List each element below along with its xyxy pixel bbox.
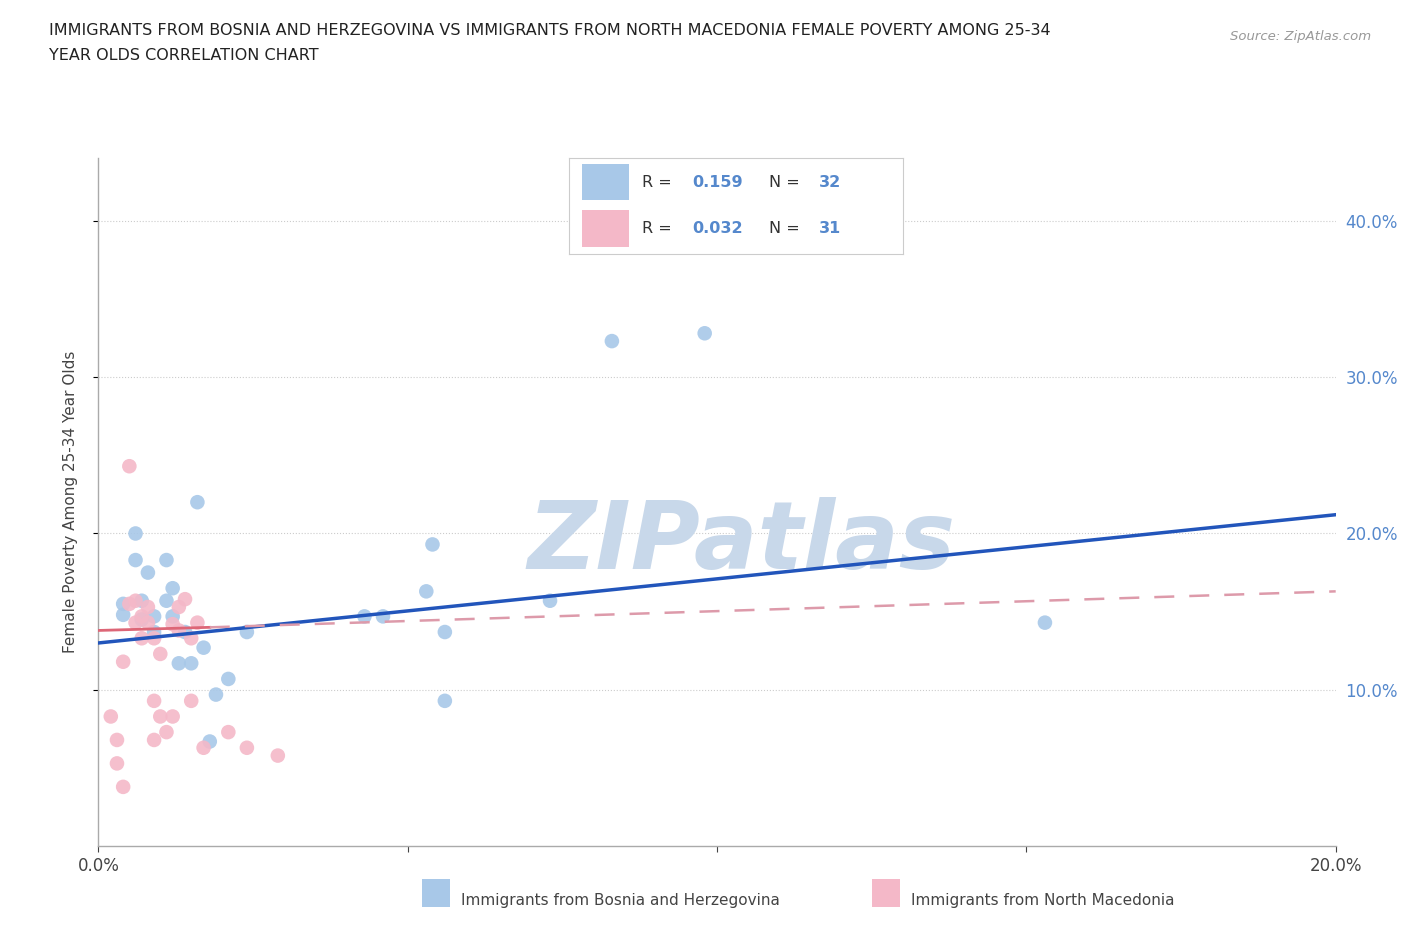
Point (112, 779, 135, 794)
Y-axis label: Female Poverty Among 25-34 Year Olds: Female Poverty Among 25-34 Year Olds (63, 351, 77, 654)
Point (205, 687, 228, 702)
Text: Immigrants from North Macedonia: Immigrants from North Macedonia (911, 893, 1174, 908)
Text: N =: N = (769, 221, 804, 236)
Point (143, 733, 166, 748)
Point (100, 709, 122, 724)
Point (124, 552, 146, 567)
Point (198, 734, 221, 749)
Text: 0.032: 0.032 (692, 221, 742, 236)
Point (186, 495, 208, 510)
Point (118, 458, 141, 473)
Point (186, 616, 208, 631)
Text: YEAR OLDS CORRELATION CHART: YEAR OLDS CORRELATION CHART (49, 48, 319, 63)
Point (193, 640, 215, 655)
Point (167, 656, 190, 671)
Point (136, 600, 159, 615)
Point (422, 537, 444, 551)
Point (180, 656, 202, 671)
Point (136, 616, 159, 631)
Point (112, 607, 135, 622)
Text: ZIPatlas: ZIPatlas (527, 498, 956, 590)
Point (174, 625, 197, 640)
Point (174, 591, 197, 606)
Point (433, 694, 456, 709)
Point (131, 593, 153, 608)
Point (180, 631, 202, 645)
Point (124, 593, 146, 608)
Point (131, 612, 153, 627)
Point (149, 646, 172, 661)
Point (143, 625, 166, 640)
Point (118, 596, 141, 611)
Point (600, 334, 623, 349)
Point (112, 596, 135, 611)
Point (353, 609, 375, 624)
Point (236, 625, 259, 640)
Point (162, 617, 184, 631)
Text: Source: ZipAtlas.com: Source: ZipAtlas.com (1230, 30, 1371, 43)
Point (124, 526, 146, 541)
Point (112, 655, 135, 670)
Point (433, 625, 456, 640)
Point (267, 748, 290, 763)
Point (131, 609, 153, 624)
Point (162, 709, 184, 724)
Point (162, 580, 184, 596)
Point (155, 593, 177, 608)
Point (693, 326, 716, 340)
Text: R =: R = (643, 175, 676, 190)
Text: R =: R = (643, 221, 676, 236)
Point (155, 724, 177, 739)
Point (371, 609, 394, 624)
Point (180, 694, 202, 709)
Text: Immigrants from Bosnia and Herzegovina: Immigrants from Bosnia and Herzegovina (461, 893, 780, 908)
Text: 31: 31 (820, 221, 841, 236)
Point (149, 709, 172, 724)
Point (415, 584, 437, 599)
Point (143, 694, 166, 709)
Point (167, 600, 190, 615)
Point (193, 740, 215, 755)
Bar (582, 164, 628, 201)
Point (167, 623, 190, 638)
Point (105, 733, 128, 748)
Text: 32: 32 (820, 175, 841, 190)
Point (155, 552, 177, 567)
Bar (582, 210, 628, 246)
Point (105, 756, 128, 771)
Point (136, 565, 159, 580)
Point (538, 593, 561, 608)
Point (143, 631, 166, 645)
Point (131, 631, 153, 645)
Text: N =: N = (769, 175, 804, 190)
Point (217, 724, 239, 739)
Point (1033, 616, 1056, 631)
Point (217, 671, 239, 686)
Point (236, 740, 259, 755)
Point (124, 616, 146, 631)
Point (143, 609, 166, 624)
Text: IMMIGRANTS FROM BOSNIA AND HERZEGOVINA VS IMMIGRANTS FROM NORTH MACEDONIA FEMALE: IMMIGRANTS FROM BOSNIA AND HERZEGOVINA V… (49, 23, 1050, 38)
Text: 0.159: 0.159 (692, 175, 742, 190)
Point (162, 609, 184, 624)
